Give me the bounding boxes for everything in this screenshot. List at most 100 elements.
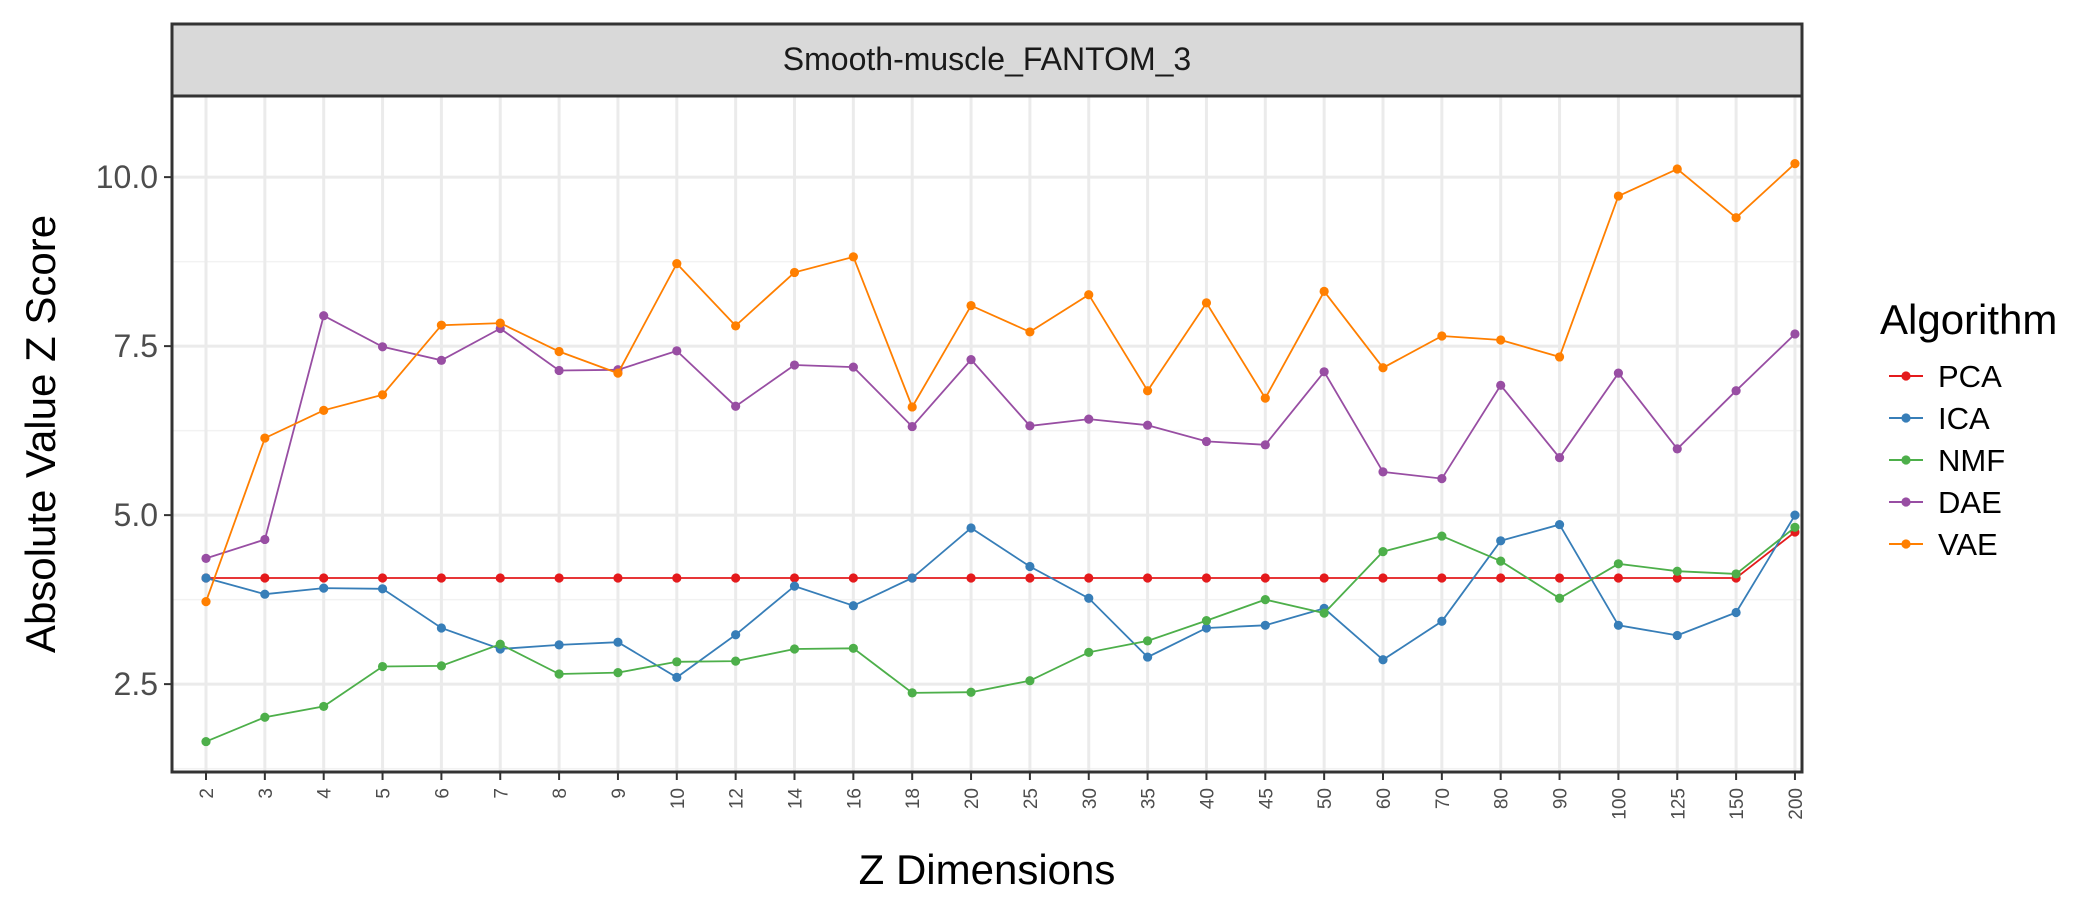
- x-tick-label: 12: [727, 788, 748, 809]
- y-tick-label: 5.0: [114, 497, 158, 533]
- series-pca: [201, 527, 1800, 583]
- x-tick-label: 50: [1315, 788, 1336, 809]
- y-tick-label: 10.0: [96, 159, 158, 195]
- data-point-pca: [1084, 573, 1094, 583]
- data-point-vae: [848, 252, 858, 262]
- data-point-nmf: [1790, 522, 1800, 532]
- x-tick-label: 8: [550, 788, 571, 799]
- x-axis-label: Z Dimensions: [859, 846, 1116, 893]
- data-point-dae: [1613, 368, 1623, 378]
- data-point-vae: [554, 346, 564, 357]
- data-point-ica: [1790, 510, 1800, 520]
- x-tick-label: 10: [668, 788, 689, 809]
- x-axis: 2 3 4 5 6 7 8 9 10 12 14 16 18 20 25 30 35 40 45 50 60 70 80 90…: [197, 772, 1807, 820]
- data-point-pca: [260, 573, 270, 583]
- data-point-dae: [848, 362, 858, 372]
- data-point-ica: [1201, 623, 1212, 633]
- grid-major: [172, 96, 1802, 772]
- x-tick-label: 14: [786, 788, 807, 810]
- data-point-vae: [201, 597, 211, 607]
- legend-key-point-pca: [1901, 371, 1911, 381]
- data-point-vae: [1025, 327, 1035, 337]
- data-point-vae: [1496, 335, 1506, 345]
- data-point-pca: [495, 573, 505, 583]
- data-point-vae: [1260, 393, 1270, 403]
- data-point-vae: [613, 368, 623, 378]
- data-point-dae: [554, 365, 564, 376]
- x-tick-label: 100: [1609, 788, 1630, 820]
- legend-item-pca: PCA: [1889, 359, 2002, 394]
- data-point-vae: [436, 320, 446, 330]
- data-point-vae: [495, 318, 505, 328]
- data-point-vae: [966, 300, 976, 311]
- data-point-pca: [436, 573, 446, 583]
- x-tick-label: 25: [1021, 788, 1042, 809]
- data-point-pca: [319, 573, 329, 583]
- legend: Algorithm PCA ICA NMF DAE VAE: [1880, 296, 2057, 562]
- data-point-pca: [1672, 573, 1682, 583]
- x-tick-label: 18: [903, 788, 924, 809]
- legend-label-pca: PCA: [1938, 359, 2002, 394]
- legend-label-vae: VAE: [1938, 527, 1998, 562]
- data-point-ica: [554, 640, 564, 650]
- data-point-dae: [966, 355, 976, 365]
- data-point-nmf: [319, 701, 329, 712]
- data-point-nmf: [1084, 647, 1094, 657]
- data-point-ica: [377, 584, 388, 594]
- data-point-ica: [1731, 607, 1741, 618]
- x-tick-label: 60: [1374, 788, 1395, 809]
- data-point-dae: [319, 311, 329, 321]
- data-point-nmf: [1672, 566, 1682, 576]
- data-point-ica: [1672, 630, 1682, 641]
- data-point-ica: [319, 583, 329, 593]
- data-point-ica: [1613, 620, 1623, 630]
- data-point-ica: [907, 573, 917, 583]
- data-point-pca: [613, 573, 623, 583]
- data-point-dae: [789, 360, 800, 370]
- x-tick-label: 200: [1786, 788, 1807, 820]
- data-point-pca: [1378, 573, 1388, 583]
- data-point-ica: [613, 637, 623, 647]
- data-point-vae: [1143, 386, 1153, 396]
- y-axis-label: Absolute Value Z Score: [17, 215, 64, 653]
- data-point-vae: [1790, 159, 1800, 169]
- data-point-vae: [319, 405, 329, 415]
- data-point-dae: [1319, 367, 1329, 377]
- x-tick-label: 45: [1256, 788, 1277, 809]
- facet-strip: [170, 22, 1804, 98]
- data-point-nmf: [377, 661, 388, 672]
- plot-panel-border: [170, 94, 1804, 774]
- data-point-pca: [1613, 573, 1623, 583]
- data-point-dae: [1496, 380, 1506, 390]
- data-point-vae: [1437, 331, 1447, 341]
- data-point-vae: [1554, 352, 1565, 362]
- data-point-ica: [789, 581, 800, 591]
- data-point-ica: [966, 523, 976, 533]
- data-point-nmf: [1143, 636, 1153, 646]
- data-point-pca: [1143, 573, 1153, 583]
- data-point-nmf: [260, 712, 270, 722]
- legend-item-nmf: NMF: [1889, 443, 2005, 478]
- legend-item-vae: VAE: [1889, 527, 1998, 562]
- data-point-dae: [1790, 329, 1800, 339]
- x-tick-label: 30: [1080, 788, 1101, 809]
- data-point-pca: [848, 573, 858, 583]
- data-point-dae: [1260, 440, 1270, 450]
- data-point-vae: [1201, 298, 1212, 308]
- data-point-ica: [848, 601, 858, 611]
- legend-item-dae: DAE: [1889, 485, 2002, 520]
- x-tick-label: 20: [962, 788, 983, 809]
- data-point-ica: [1025, 561, 1035, 572]
- data-point-ica: [1143, 652, 1153, 662]
- data-point-ica: [1378, 655, 1388, 665]
- data-point-pca: [672, 573, 682, 583]
- legend-key-point-ica: [1901, 413, 1911, 423]
- data-point-vae: [907, 402, 917, 412]
- data-point-pca: [966, 573, 976, 583]
- data-point-ica: [260, 589, 270, 599]
- data-point-pca: [789, 573, 800, 583]
- data-point-dae: [436, 355, 446, 365]
- data-point-dae: [1378, 467, 1388, 477]
- data-point-vae: [789, 267, 800, 278]
- data-point-nmf: [1613, 559, 1623, 569]
